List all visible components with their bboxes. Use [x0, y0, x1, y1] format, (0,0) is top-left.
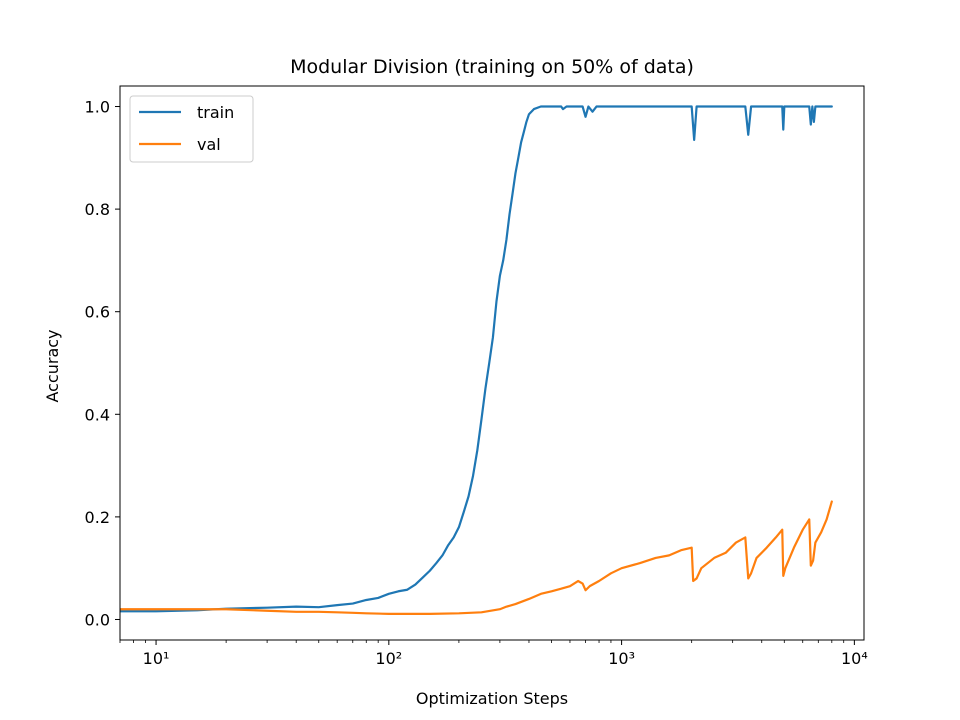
series-line-val: [120, 500, 833, 615]
plot-frame: [119, 85, 865, 641]
y-tick-label: 1.0: [85, 98, 110, 117]
legend-label-val: val: [197, 135, 221, 154]
legend-label-train: train: [197, 103, 234, 122]
series-layer: [120, 105, 833, 615]
x-axis-label: Optimization Steps: [416, 689, 568, 708]
legend: train val: [129, 95, 254, 163]
y-tick-label: 0.4: [85, 405, 110, 424]
x-axis: 10¹ 10² 10³ 10⁴: [119, 640, 868, 668]
x-tick-label: 10⁴: [841, 649, 868, 668]
y-axis: 0.0 0.2 0.4 0.6 0.8 1.0: [85, 98, 120, 629]
y-axis-label: Accuracy: [43, 329, 62, 402]
x-tick-label: 10¹: [143, 649, 170, 668]
plot-area: [119, 85, 865, 641]
series-line-train: [120, 105, 833, 613]
legend-box: [129, 95, 254, 163]
y-tick-label: 0.6: [85, 303, 110, 322]
x-tick-label: 10³: [608, 649, 635, 668]
chart-title: Modular Division (training on 50% of dat…: [290, 56, 694, 78]
y-tick-label: 0.8: [85, 200, 110, 219]
y-tick-label: 0.0: [85, 610, 110, 629]
x-tick-label: 10²: [375, 649, 402, 668]
y-tick-label: 0.2: [85, 508, 110, 527]
